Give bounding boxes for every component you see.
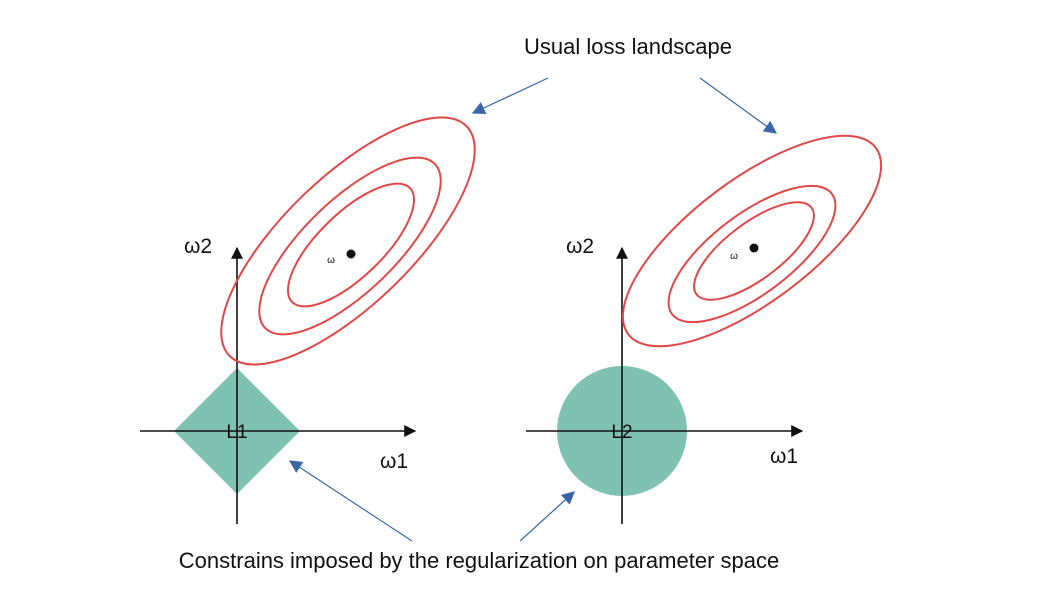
bottom-label: Constrains imposed by the regularization…: [179, 548, 779, 573]
right-panel: ω ω2 ω1 L2: [526, 134, 883, 524]
pointer-arrow-bottom-left: [288, 460, 413, 542]
left-x-axis-label: ω1: [380, 450, 408, 473]
pointer-arrow-bottom-right: [519, 491, 575, 542]
left-contour-inner: [286, 182, 416, 308]
top-label: Usual loss landscape: [524, 34, 732, 59]
right-contour-inner: [693, 201, 815, 301]
right-contour-middle: [667, 184, 837, 324]
l2-region-label: L2: [611, 422, 632, 443]
left-optimum-label: ω: [327, 255, 335, 266]
left-optimum-point: [346, 249, 356, 259]
right-y-axis-label: ω2: [566, 235, 594, 258]
left-contour-outer: [220, 116, 476, 366]
pointer-arrow-top-right: [699, 77, 778, 134]
left-panel: ω ω2 ω1 L1: [140, 116, 476, 524]
pointer-arrow-top-left: [471, 77, 549, 114]
l1-region-label: L1: [226, 422, 247, 443]
right-optimum-label: ω: [730, 251, 738, 262]
right-contour-outer: [621, 134, 883, 348]
right-x-axis-label: ω1: [770, 445, 798, 468]
right-optimum-point: [749, 243, 759, 253]
left-y-axis-label: ω2: [184, 235, 212, 258]
left-contour-middle: [258, 156, 442, 336]
